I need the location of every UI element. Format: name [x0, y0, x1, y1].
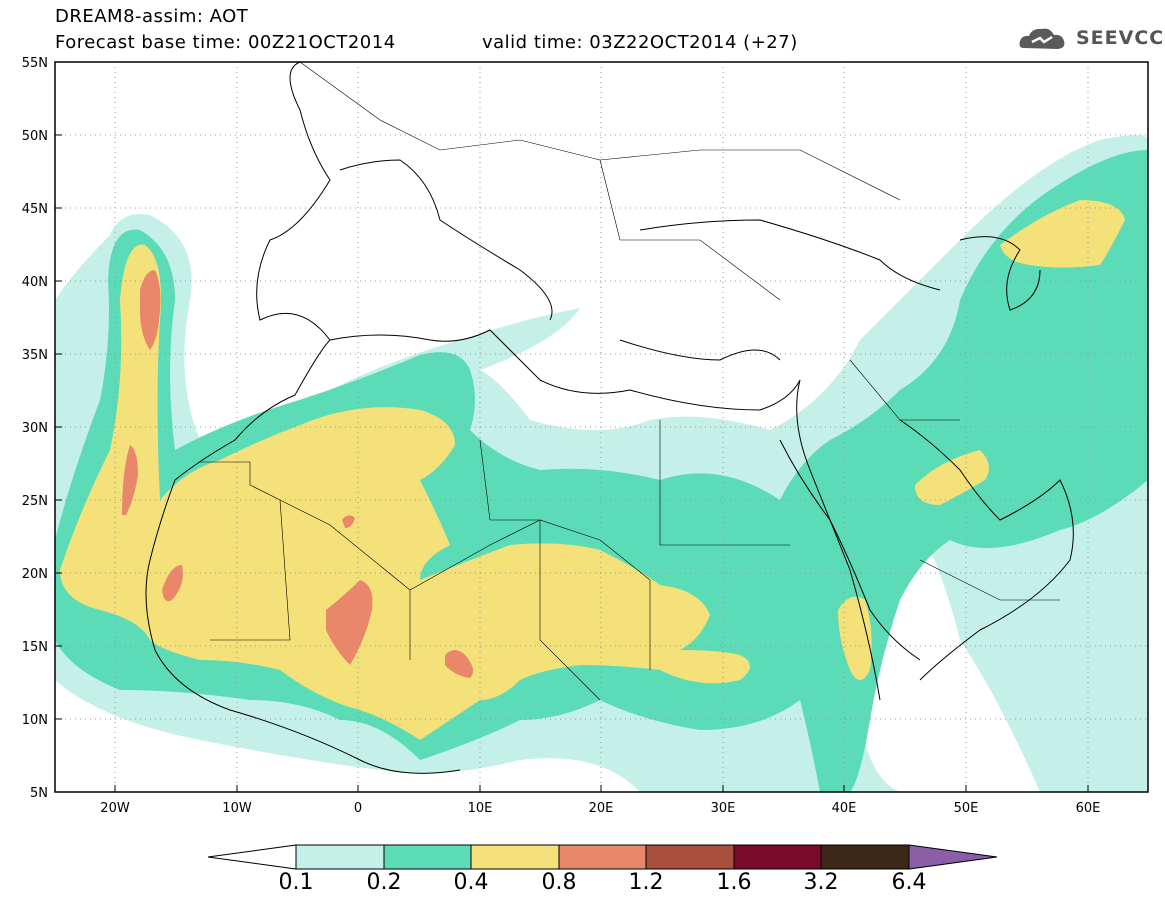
- lat-label: 30N: [22, 421, 48, 436]
- colorbar-label: 0.4: [453, 870, 489, 895]
- colorbar: [207, 844, 998, 870]
- lat-label: 15N: [22, 640, 48, 655]
- lon-label: 20W: [100, 801, 130, 816]
- forecast-base-time: Forecast base time: 00Z21OCT2014: [55, 32, 396, 53]
- lat-label: 5N: [30, 786, 48, 801]
- colorbar-swatch: [558, 844, 647, 870]
- colorbar-swatch: [295, 844, 385, 870]
- colorbar-label: 1.2: [628, 870, 664, 895]
- lat-label: 55N: [22, 56, 48, 71]
- colorbar-label: 3.2: [803, 870, 839, 895]
- valid-time: valid time: 03Z22OCT2014 (+27): [482, 32, 798, 53]
- colorbar-swatch: [820, 844, 910, 870]
- colorbar-swatch: [383, 844, 472, 870]
- aot-level-0.4: [60, 200, 1125, 740]
- colorbar-swatch: [470, 844, 560, 870]
- axis-ticks: [55, 61, 1089, 792]
- lon-label: 50E: [954, 801, 979, 816]
- lat-label: 20N: [22, 567, 48, 582]
- logo-text: SEEVCCC: [1076, 27, 1165, 49]
- colorbar-label: 0.2: [366, 870, 402, 895]
- lon-label: 40E: [832, 801, 857, 816]
- cloud-icon: [1019, 28, 1065, 49]
- colorbar-left-arrow: [207, 844, 297, 870]
- aot-field: [55, 135, 1148, 792]
- lat-label: 50N: [22, 129, 48, 144]
- colorbar-label: 6.4: [891, 870, 927, 895]
- lon-label: 10W: [222, 801, 252, 816]
- lon-label: 10E: [468, 801, 493, 816]
- colorbar-label: 0.1: [278, 870, 314, 895]
- lat-label: 35N: [22, 348, 48, 363]
- lat-label: 45N: [22, 202, 48, 217]
- lat-label: 10N: [22, 713, 48, 728]
- lon-label: 0: [354, 801, 362, 816]
- colorbar-labels: 0.1 0.2 0.4 0.8 1.2 1.6 3.2 6.4: [0, 870, 1165, 900]
- coastlines: [145, 62, 1074, 774]
- lon-label: 20E: [589, 801, 614, 816]
- map-title: DREAM8-assim: AOT: [55, 6, 249, 27]
- aot-level-0.8: [122, 270, 474, 678]
- colorbar-swatch: [645, 844, 735, 870]
- lon-labels: 20W 10W 0 10E 20E 30E 40E 50E 60E: [100, 801, 1100, 816]
- lat-label: 25N: [22, 494, 48, 509]
- gridlines: [55, 62, 1148, 792]
- lat-labels: 55N 50N 45N 40N 35N 30N 25N 20N 15N 10N …: [22, 56, 48, 801]
- lon-label: 60E: [1076, 801, 1101, 816]
- colorbar-label: 0.8: [541, 870, 577, 895]
- lat-label: 40N: [22, 275, 48, 290]
- country-borders: [200, 62, 1060, 701]
- colorbar-label: 1.6: [716, 870, 752, 895]
- seevccc-logo: [1018, 22, 1158, 56]
- colorbar-swatch: [733, 844, 822, 870]
- colorbar-right-arrow: [908, 844, 998, 870]
- lon-label: 30E: [711, 801, 736, 816]
